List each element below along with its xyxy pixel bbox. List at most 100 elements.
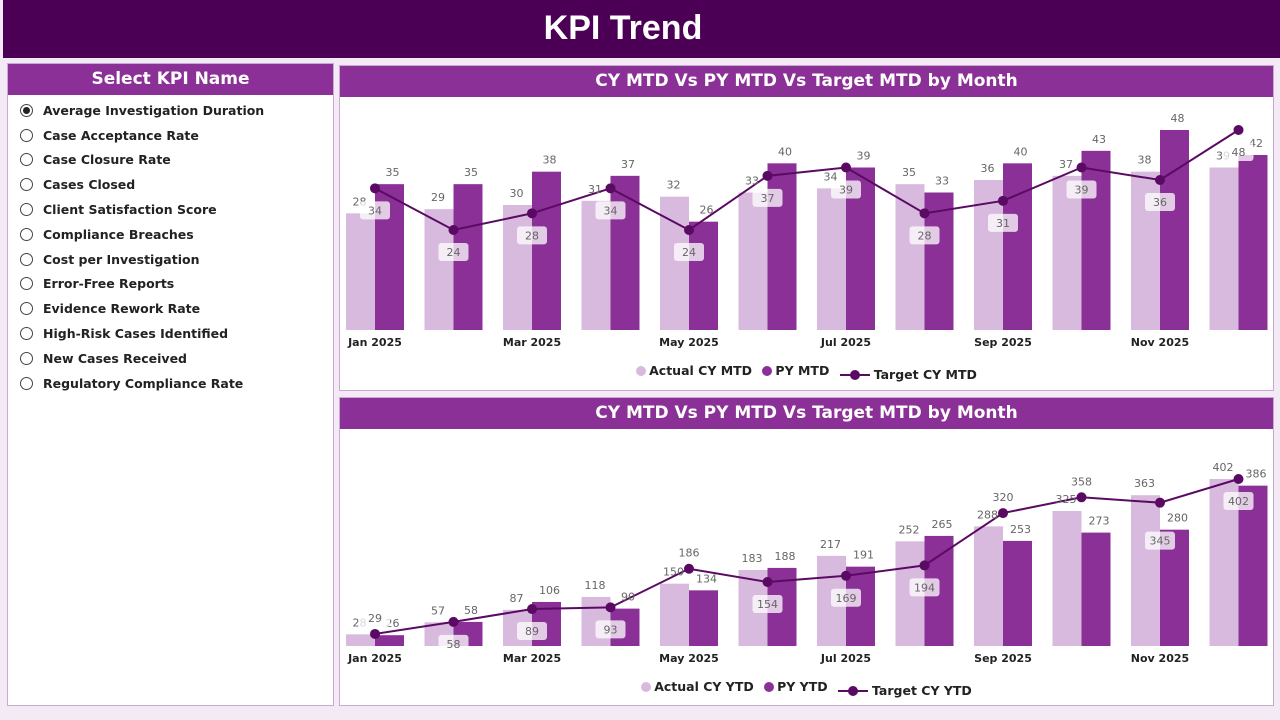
kpi-option-label: Client Satisfaction Score — [43, 202, 217, 218]
data-label-target: 36 — [1153, 196, 1167, 209]
legend-py[interactable]: PY YTD — [764, 679, 828, 694]
bar-py — [375, 635, 404, 646]
kpi-option[interactable]: Compliance Breaches — [20, 222, 333, 247]
kpi-option[interactable]: Client Satisfaction Score — [20, 197, 333, 222]
kpi-option-label: Error-Free Reports — [43, 276, 175, 292]
legend-actual[interactable]: Actual CY YTD — [641, 679, 754, 694]
data-label-py: 37 — [621, 158, 635, 171]
data-label-actual: 325 — [1056, 493, 1077, 506]
data-label-actual: 38 — [1138, 154, 1152, 167]
legend-py[interactable]: PY MTD — [762, 363, 829, 378]
line-marker-icon — [839, 369, 870, 380]
bar-py — [610, 175, 640, 330]
data-label-actual: 118 — [585, 579, 606, 592]
target-point — [919, 560, 930, 571]
target-label-box — [595, 201, 626, 220]
target-point — [919, 208, 930, 219]
data-label-target: 186 — [679, 547, 700, 560]
radio-button[interactable] — [20, 178, 33, 192]
bar-actual — [581, 200, 611, 330]
kpi-option[interactable]: Case Closure Rate — [20, 148, 333, 173]
target-point — [370, 628, 380, 639]
target-point — [605, 602, 616, 613]
kpi-option[interactable]: Regulatory Compliance Rate — [20, 371, 333, 396]
kpi-option-label: New Cases Received — [43, 350, 188, 366]
kpi-option[interactable]: Cases Closed — [20, 172, 333, 197]
radio-button[interactable] — [20, 203, 33, 217]
target-point — [527, 604, 537, 615]
data-label-target: 320 — [993, 491, 1014, 504]
chart-legend: Actual CY YTD PY YTD Target CY YTD — [340, 679, 1273, 698]
radio-button[interactable] — [20, 351, 33, 365]
target-point — [841, 570, 851, 581]
kpi-option[interactable]: Cost per Investigation — [20, 247, 333, 272]
radio-button[interactable] — [20, 103, 33, 117]
circle-icon — [636, 365, 647, 376]
mtd-chart-panel: CY MTD Vs PY MTD Vs Target MTD by Month … — [339, 65, 1274, 391]
bar-py — [1238, 155, 1268, 330]
kpi-option[interactable]: Error-Free Reports — [20, 272, 333, 297]
target-point — [684, 225, 694, 235]
kpi-option[interactable]: New Cases Received — [20, 346, 333, 371]
bar-actual — [660, 196, 689, 330]
bar-actual — [503, 205, 532, 330]
data-label-target: 402 — [1228, 495, 1249, 508]
data-label-actual: 252 — [899, 523, 920, 536]
kpi-list: Average Investigation Duration Case Accep… — [8, 95, 333, 396]
radio-button[interactable] — [20, 128, 33, 142]
data-label-target: 24 — [682, 246, 696, 259]
bar-py — [1238, 485, 1268, 646]
target-point — [370, 183, 380, 194]
radio-button[interactable] — [20, 376, 33, 390]
data-label-py: 48 — [1171, 112, 1185, 125]
data-label-actual: 37 — [1059, 158, 1073, 171]
data-label-py: 188 — [775, 550, 796, 563]
legend-target[interactable]: Target CY YTD — [838, 683, 972, 698]
data-label-target: 154 — [757, 598, 778, 611]
data-label-actual: 30 — [510, 187, 524, 200]
kpi-option-label: High-Risk Cases Identified — [43, 326, 229, 342]
target-point — [527, 208, 537, 219]
bar-actual — [1209, 167, 1239, 330]
target-point — [998, 508, 1008, 519]
x-tick-label: Sep 2025 — [974, 336, 1032, 349]
legend-actual[interactable]: Actual CY MTD — [636, 363, 752, 378]
kpi-option[interactable]: High-Risk Cases Identified — [20, 321, 333, 346]
target-label-box — [1145, 193, 1175, 211]
kpi-option[interactable]: Case Acceptance Rate — [20, 123, 333, 148]
target-point — [998, 195, 1008, 206]
radio-button[interactable] — [20, 252, 33, 266]
data-label-actual: 35 — [902, 166, 916, 179]
data-label-py: 40 — [778, 145, 792, 158]
radio-button[interactable] — [20, 277, 33, 291]
radio-button[interactable] — [20, 327, 33, 341]
target-label-box — [438, 634, 469, 653]
data-label-actual: 150 — [663, 566, 684, 579]
data-label-target: 39 — [1075, 184, 1089, 197]
ytd-chart-panel: CY MTD Vs PY MTD Vs Target MTD by Month … — [339, 397, 1274, 706]
data-label-target: 34 — [604, 204, 618, 217]
data-label-target: 28 — [918, 229, 932, 242]
bar-py — [1003, 163, 1032, 330]
data-label-py: 39 — [857, 150, 871, 163]
data-label-py: 386 — [1246, 468, 1267, 481]
kpi-option-label: Compliance Breaches — [43, 226, 194, 242]
radio-button[interactable] — [20, 227, 33, 241]
data-label-target: 169 — [836, 592, 857, 605]
data-label-target: 58 — [447, 638, 461, 651]
legend-target[interactable]: Target CY MTD — [839, 367, 977, 382]
kpi-option-label: Case Acceptance Rate — [43, 127, 199, 143]
data-label-actual: 57 — [431, 604, 445, 617]
kpi-option[interactable]: Evidence Rework Rate — [20, 296, 333, 321]
target-point — [762, 170, 773, 181]
radio-button[interactable] — [20, 302, 33, 316]
data-label-actual: 288 — [977, 508, 998, 521]
kpi-option-label: Cases Closed — [43, 177, 136, 193]
data-label-target: 48 — [1232, 146, 1246, 159]
chart-plot: 28 35 Jan 2025 29 35 30 38 Mar 2025 31 37 32 26 May … — [346, 112, 1268, 349]
data-label-py: 58 — [464, 604, 478, 617]
kpi-option[interactable]: Average Investigation Duration — [20, 98, 333, 123]
data-label-py: 106 — [539, 584, 560, 597]
radio-button[interactable] — [20, 153, 33, 167]
